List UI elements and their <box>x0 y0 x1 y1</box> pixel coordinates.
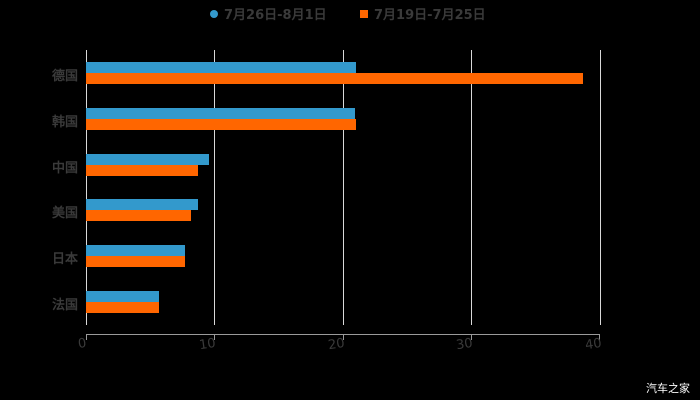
category-label: 德国 <box>51 69 78 84</box>
bar-series-2[interactable] <box>86 73 584 84</box>
x-axis-tick <box>86 334 87 340</box>
gridline-20 <box>343 50 344 325</box>
category-label: 韩国 <box>51 115 78 130</box>
x-axis-tick <box>471 334 472 340</box>
bar-series-2[interactable] <box>86 118 356 130</box>
gridline-30 <box>471 50 472 325</box>
legend-label-series-2: 7月19日-7月25日 <box>374 8 486 23</box>
x-tick-label: 20 <box>327 336 346 354</box>
bar-series-1[interactable] <box>86 199 198 211</box>
gridline-10 <box>214 50 215 325</box>
x-tick-label: 10 <box>198 336 217 354</box>
watermark: 汽车之家 <box>646 382 690 395</box>
x-tick-label: 40 <box>584 336 603 354</box>
x-axis-tick <box>343 334 344 340</box>
category-label: 中国 <box>51 161 78 176</box>
x-tick-label: 30 <box>455 336 474 354</box>
gridline-0 <box>86 50 87 325</box>
category-label: 日本 <box>51 252 78 267</box>
bar-series-1[interactable] <box>86 62 356 73</box>
bar-series-2[interactable] <box>86 256 185 268</box>
legend-label-series-1: 7月26日-8月1日 <box>224 8 327 23</box>
bar-series-2[interactable] <box>86 302 160 313</box>
legend-item-series-1[interactable]: 7月26日-8月1日 <box>210 4 327 23</box>
bar-series-1[interactable] <box>86 245 185 257</box>
bar-series-2[interactable] <box>86 164 198 176</box>
category-label: 法国 <box>51 298 78 313</box>
gridline-40 <box>600 50 601 325</box>
category-label: 美国 <box>51 206 78 221</box>
x-axis-tick <box>214 334 215 340</box>
legend-item-series-2[interactable]: 7月19日-7月25日 <box>360 4 486 23</box>
bar-series-1[interactable] <box>86 153 210 165</box>
chart-legend: 7月26日-8月1日 7月19日-7月25日 <box>0 4 700 24</box>
square-marker-icon <box>360 9 368 18</box>
circle-marker-icon <box>210 9 218 18</box>
bar-series-2[interactable] <box>86 210 192 222</box>
bar-series-1[interactable] <box>86 291 160 302</box>
x-axis-tick <box>599 334 600 340</box>
bar-series-1[interactable] <box>86 107 355 119</box>
